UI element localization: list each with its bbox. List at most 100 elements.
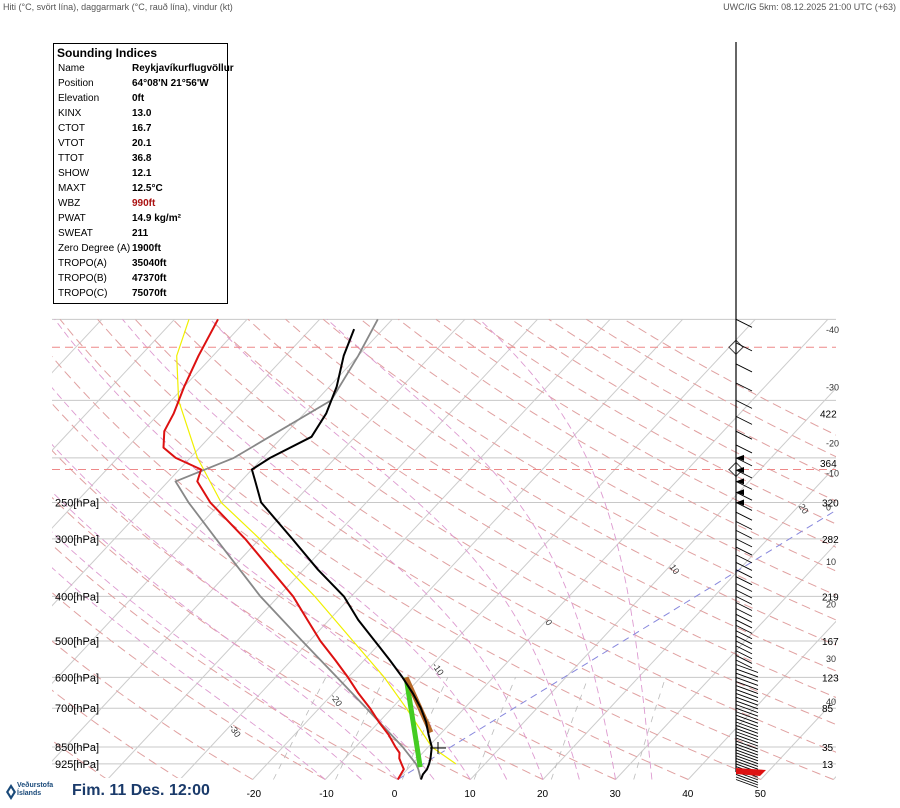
mixing-ratio-line: [273, 677, 327, 780]
index-row: TROPO(B) 47370ft: [54, 271, 227, 286]
wind-barb: [735, 681, 759, 690]
index-value: Reykjavíkurflugvöllur: [132, 63, 234, 74]
mixing-ratio-line: [550, 677, 589, 780]
isotherm-label: 10: [668, 562, 682, 576]
index-row: CTOT 16.7: [54, 121, 227, 136]
height-label: 35: [822, 743, 834, 754]
series-layer: [162, 318, 744, 780]
isotherm-line: [252, 318, 684, 780]
moist-adiabat: [209, 318, 580, 780]
dry-adiabat: [360, 318, 836, 596]
wind-barb: [735, 711, 759, 721]
isotherm-line: [760, 698, 836, 780]
wind-barb: [735, 676, 759, 686]
index-name: MAXT: [58, 183, 86, 194]
isotherm-line: [179, 318, 611, 780]
index-value: 12.5°C: [132, 183, 163, 194]
pressure-label: 850[hPa]: [55, 742, 99, 754]
wind-barb: [735, 731, 759, 741]
isotherm-line: [52, 318, 321, 607]
moist-adiabat: [326, 318, 617, 780]
footer: Veðurstofa Íslands Fim. 11 Des. 12:00: [0, 778, 216, 808]
index-name: CTOT: [58, 123, 86, 134]
mixing-ratio-line: [633, 677, 666, 780]
wind-pennant: [736, 454, 744, 461]
isotherm-line: [687, 620, 836, 780]
dry-adiabat: [52, 402, 616, 780]
axis-labels-layer: 250[hPa] 320 300[hPa] 282 400[hPa] 219 500[hPa…: [55, 325, 839, 800]
wind-barb: [735, 749, 759, 759]
index-name: SHOW: [58, 168, 90, 179]
index-row: TROPO(C) 75070ft: [54, 286, 227, 301]
wind-barb: [735, 700, 759, 710]
right-temp-label: -10: [826, 468, 839, 478]
height-label: 320: [822, 498, 839, 509]
isotherm-line: [52, 318, 466, 762]
index-row: Elevation 0ft: [54, 91, 227, 106]
wind-barb: [735, 511, 753, 521]
wind-barb: [735, 382, 753, 392]
index-value: 16.7: [132, 123, 152, 134]
isotherm-line: [615, 542, 836, 780]
index-name: TTOT: [58, 153, 84, 164]
isotherm-line: [107, 318, 538, 780]
height-label: 123: [822, 673, 839, 684]
index-row: MAXT 12.5°C: [54, 181, 227, 196]
wind-barb: [735, 728, 759, 737]
wind-barb: [735, 714, 759, 724]
wind-barb: [735, 538, 753, 548]
index-row: TROPO(A) 35040ft: [54, 256, 227, 271]
index-row: SWEAT 211: [54, 226, 227, 241]
index-name: Name: [58, 63, 85, 74]
dry-adiabat: [52, 544, 399, 780]
wind-barb: [735, 569, 753, 579]
index-value: 20.1: [132, 138, 152, 149]
wind-barb: [735, 746, 759, 756]
index-row: Name Reykjavíkurflugvöllur: [54, 61, 234, 76]
pressure-label: 700[hPa]: [55, 703, 99, 715]
wind-barb: [735, 718, 759, 728]
wind-barb: [735, 743, 759, 753]
wind-barb: [735, 734, 759, 744]
wind-barb: [735, 774, 759, 783]
right-temp-label: 40: [826, 697, 836, 707]
dry-adiabat: [134, 318, 836, 753]
wind-barb: [735, 655, 753, 664]
moist-adiabat: [52, 491, 399, 780]
right-temp-label: -20: [826, 438, 839, 448]
right-temp-label: 0: [826, 502, 831, 512]
index-name: TROPO(B): [58, 273, 107, 284]
wind-barb: [735, 721, 759, 731]
wind-barb: [735, 650, 753, 660]
vedurstofa-logo-icon: [6, 784, 16, 800]
wind-barb: [735, 415, 753, 425]
moist-adiabat: [479, 318, 653, 780]
top-bar: Hiti (°C, svört lína), daggarmark (°C, r…: [0, 0, 900, 14]
wind-barb: [735, 707, 759, 717]
isotherm-label: 0: [543, 618, 554, 628]
dry-adiabat: [398, 318, 836, 572]
wind-barb: [735, 608, 753, 617]
dewpoint-line: [162, 318, 405, 780]
wind-surface-marker: [736, 768, 766, 776]
wind-barb: [735, 737, 759, 747]
dry-adiabat: [59, 318, 761, 780]
wind-barb: [735, 583, 753, 592]
wind-barb: [735, 469, 753, 479]
pressure-label: 250[hPa]: [55, 497, 99, 509]
pressure-label: 500[hPa]: [55, 636, 99, 648]
index-row: WBZ 990ft: [54, 196, 227, 211]
height-label: 422: [820, 409, 837, 420]
index-row: SHOW 12.1: [54, 166, 227, 181]
index-value: 1900ft: [132, 243, 161, 254]
wind-barb: [735, 480, 753, 490]
wind-barb: [735, 521, 753, 530]
dry-adiabat: [52, 496, 471, 780]
index-row: KINX 13.0: [54, 106, 227, 121]
index-name: Elevation: [58, 93, 100, 104]
parcel-line: [174, 318, 422, 780]
wind-barb: [735, 630, 753, 640]
index-value: 36.8: [132, 153, 152, 164]
wind-barb: [735, 562, 753, 571]
wind-barb: [735, 752, 759, 762]
